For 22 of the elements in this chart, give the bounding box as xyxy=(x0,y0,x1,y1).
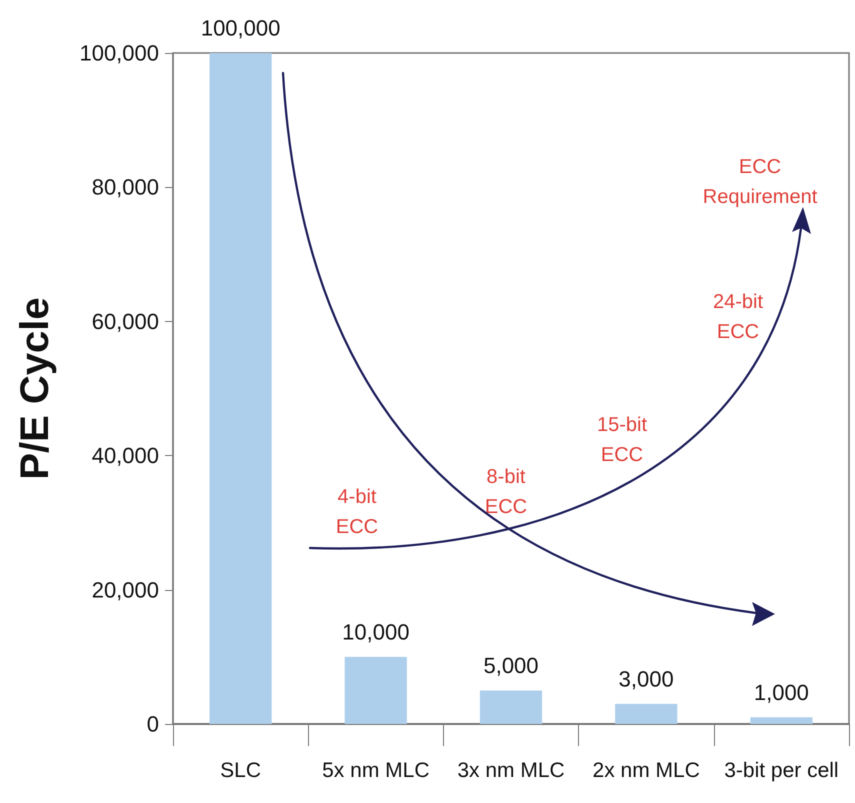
y-tick-label: 100,000 xyxy=(79,40,159,66)
annotation: ECC Requirement xyxy=(702,156,818,208)
x-tick-label: SLC xyxy=(220,759,262,782)
x-tick-label: 3-bit per cell xyxy=(724,759,839,782)
y-tick-label: 20,000 xyxy=(92,577,159,602)
y-axis-title: P/E Cycle xyxy=(13,297,57,480)
annotation: 15-bit ECC xyxy=(596,414,648,466)
data-label: 100,000 xyxy=(200,16,280,40)
y-tick-label: 80,000 xyxy=(92,174,159,200)
annotation: 4-bit ECC xyxy=(336,486,378,538)
x-tick-label: 3x nm MLC xyxy=(457,759,565,782)
y-tick-label: 40,000 xyxy=(92,443,159,468)
annotation: 8-bit ECC xyxy=(484,466,528,518)
data-label: 5,000 xyxy=(483,652,539,678)
data-label: 10,000 xyxy=(342,619,410,644)
data-label: 1,000 xyxy=(754,680,809,705)
y-tick-label: 60,000 xyxy=(92,308,159,334)
x-tick-label: 5x nm MLC xyxy=(322,759,430,782)
x-tick-label: 2x nm MLC xyxy=(592,759,700,782)
data-label: 3,000 xyxy=(618,666,674,692)
y-tick-label: 0 xyxy=(146,712,159,736)
annotation: 24-bit ECC xyxy=(712,291,764,343)
